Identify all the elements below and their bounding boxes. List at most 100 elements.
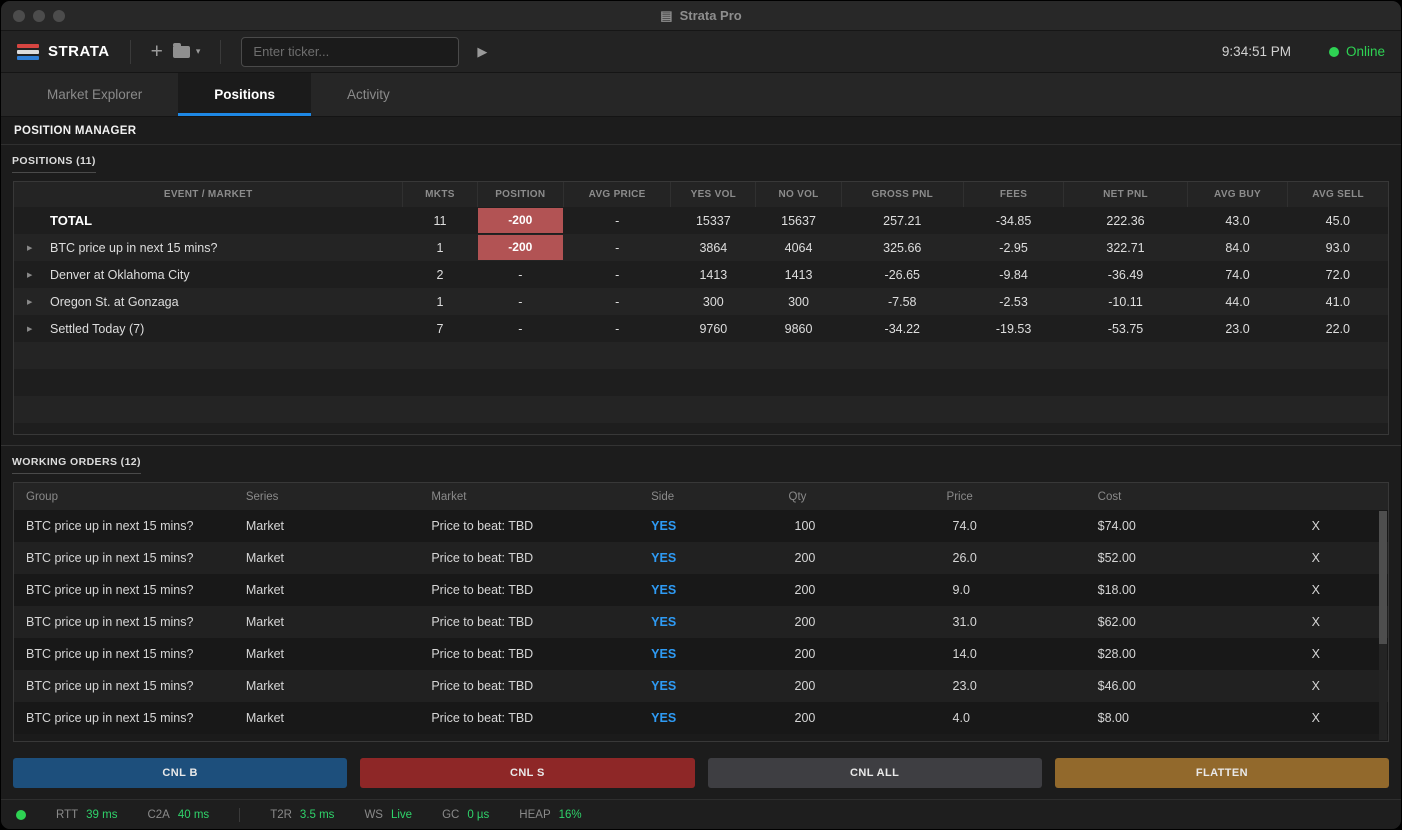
col-qty: Qty — [776, 483, 935, 510]
folder-icon — [172, 42, 190, 58]
col-group: Group — [14, 483, 234, 510]
app-icon: ▤ — [660, 7, 673, 23]
orders-scrollbar-thumb[interactable] — [1379, 511, 1387, 644]
tab-bar: Market Explorer Positions Activity — [1, 73, 1401, 117]
table-row[interactable]: ▶ Oregon St. at Gonzaga 1-- 300 300 -7.58 -… — [14, 288, 1388, 315]
table-row[interactable]: BTC price up in next 15 mins? Market Pri… — [14, 606, 1388, 638]
cnl-all-button[interactable]: CNL ALL — [707, 758, 1042, 788]
table-row[interactable]: ▶ Denver at Oklahoma City 2-- 1413 1413 -26… — [14, 261, 1388, 288]
brand-text: STRATA — [48, 43, 110, 60]
table-row[interactable]: BTC price up in next 15 mins? Market Pri… — [14, 574, 1388, 606]
positions-heading: POSITIONS (11) — [12, 155, 96, 173]
col-cancel — [1243, 483, 1388, 510]
toolbar-divider — [129, 39, 131, 64]
table-row[interactable]: ▶ BTC price up in next 15 mins? 1 -200- 38… — [14, 234, 1388, 261]
minimize-button[interactable] — [33, 9, 45, 22]
cancel-order-button[interactable]: X — [1311, 711, 1320, 725]
status-bar: RTT 39 ms C2A 40 ms T2R 3.5 ms WS Live G… — [1, 799, 1401, 829]
col-avg-price: AVG PRICE — [563, 182, 672, 207]
clock: 9:34:51 PM — [1221, 44, 1291, 59]
flatten-button[interactable]: FLATTEN — [1054, 758, 1389, 788]
empty-row — [14, 423, 1388, 434]
positions-panel: EVENT / MARKET MKTS POSITION AVG PRICE Y… — [13, 181, 1389, 435]
positions-body: TOTAL 11 -200- 15337 15637 257.21 -34.85 222… — [14, 207, 1388, 434]
col-event-market: EVENT / MARKET — [14, 182, 404, 207]
close-button[interactable] — [13, 9, 25, 22]
cnl-s-button[interactable]: CNL S — [360, 758, 695, 788]
action-buttons: CNL B CNL S CNL ALL FLATTEN — [13, 758, 1389, 788]
tab-market-explorer[interactable]: Market Explorer — [47, 87, 143, 102]
expand-icon[interactable]: ▶ — [27, 325, 33, 333]
col-avg-buy: AVG BUY — [1187, 182, 1289, 207]
cancel-order-button[interactable]: X — [1311, 679, 1320, 693]
table-row[interactable]: BTC price up in next 15 mins? Market Pri… — [14, 670, 1388, 702]
table-row[interactable]: TOTAL 11 -200- 15337 15637 257.21 -34.85 222… — [14, 207, 1388, 234]
ticker-input[interactable] — [241, 36, 460, 67]
col-no-vol: NO VOL — [755, 182, 842, 207]
window-title: ▤ Strata Pro — [660, 8, 741, 24]
col-yes-vol: YES VOL — [670, 182, 757, 207]
connection-status: Online — [1328, 44, 1385, 59]
orders-body: BTC price up in next 15 mins? Market Pri… — [14, 510, 1388, 734]
connection-label: Online — [1345, 44, 1385, 59]
position-badge: -200 — [478, 235, 563, 260]
col-position: POSITION — [477, 182, 565, 207]
zoom-button[interactable] — [53, 9, 65, 22]
toolbar: STRATA + ▾ ▶ 9:34:51 PM Online — [1, 31, 1401, 73]
table-row[interactable]: BTC price up in next 15 mins? Market Pri… — [14, 638, 1388, 670]
cancel-order-button[interactable]: X — [1311, 647, 1320, 661]
play-icon: ▶ — [477, 43, 488, 59]
position-badge: -200 — [478, 208, 563, 233]
empty-row — [14, 396, 1388, 423]
cancel-order-button[interactable]: X — [1311, 551, 1320, 565]
page-title: POSITION MANAGER — [1, 117, 1401, 145]
table-row[interactable]: BTC price up in next 15 mins? Market Pri… — [14, 702, 1388, 734]
empty-row — [14, 342, 1388, 369]
col-avg-sell: AVG SELL — [1287, 182, 1388, 207]
tab-positions[interactable]: Positions — [178, 73, 312, 116]
table-row[interactable]: BTC price up in next 15 mins? Market Pri… — [14, 542, 1388, 574]
status-item: C2A 40 ms — [147, 808, 210, 821]
positions-table: EVENT / MARKET MKTS POSITION AVG PRICE Y… — [14, 182, 1388, 434]
titlebar: ▤ Strata Pro — [1, 1, 1401, 31]
col-net-pnl: NET PNL — [1063, 182, 1188, 207]
cancel-order-button[interactable]: X — [1311, 583, 1320, 597]
col-gross-pnl: GROSS PNL — [841, 182, 964, 207]
status-item: WS Live — [364, 808, 413, 821]
chevron-down-icon: ▾ — [195, 46, 201, 56]
col-series: Series — [233, 483, 420, 510]
toolbar-divider — [220, 39, 222, 64]
table-row[interactable]: BTC price up in next 15 mins? Market Pri… — [14, 510, 1388, 542]
table-row[interactable]: ▶ Settled Today (7) 7-- 9760 9860 -34.22 -1… — [14, 315, 1388, 342]
folder-button[interactable]: ▾ — [172, 42, 201, 58]
col-fees: FEES — [963, 182, 1065, 207]
status-item: HEAP 16% — [519, 808, 582, 821]
working-orders-heading: WORKING ORDERS (12) — [12, 456, 141, 474]
status-item: T2R 3.5 ms — [270, 808, 335, 821]
online-dot-icon — [1328, 46, 1339, 57]
expand-icon[interactable]: ▶ — [27, 244, 33, 252]
expand-icon[interactable]: ▶ — [27, 271, 33, 279]
expand-icon[interactable]: ▶ — [27, 298, 33, 306]
cancel-order-button[interactable]: X — [1311, 519, 1320, 533]
traffic-lights — [13, 1, 65, 30]
col-cost: Cost — [1085, 483, 1244, 510]
working-orders-panel: Group Series Market Side Qty Price Cost … — [13, 482, 1389, 742]
status-dot-icon — [16, 809, 26, 820]
submit-ticker-button[interactable]: ▶ — [477, 44, 487, 60]
tab-activity[interactable]: Activity — [347, 87, 390, 102]
col-mkts: MKTS — [402, 182, 478, 207]
orders-header-row: Group Series Market Side Qty Price Cost — [14, 483, 1388, 510]
orders-scrollbar[interactable] — [1379, 511, 1387, 740]
cnl-b-button[interactable]: CNL B — [13, 758, 348, 788]
brand: STRATA — [17, 43, 110, 60]
cancel-order-button[interactable]: X — [1311, 615, 1320, 629]
add-button[interactable]: + — [151, 41, 163, 62]
status-item: GC 0 µs — [442, 808, 490, 821]
col-side: Side — [639, 483, 777, 510]
col-market: Market — [419, 483, 640, 510]
col-price: Price — [934, 483, 1086, 510]
empty-row — [14, 369, 1388, 396]
strata-logo-icon — [17, 43, 39, 60]
